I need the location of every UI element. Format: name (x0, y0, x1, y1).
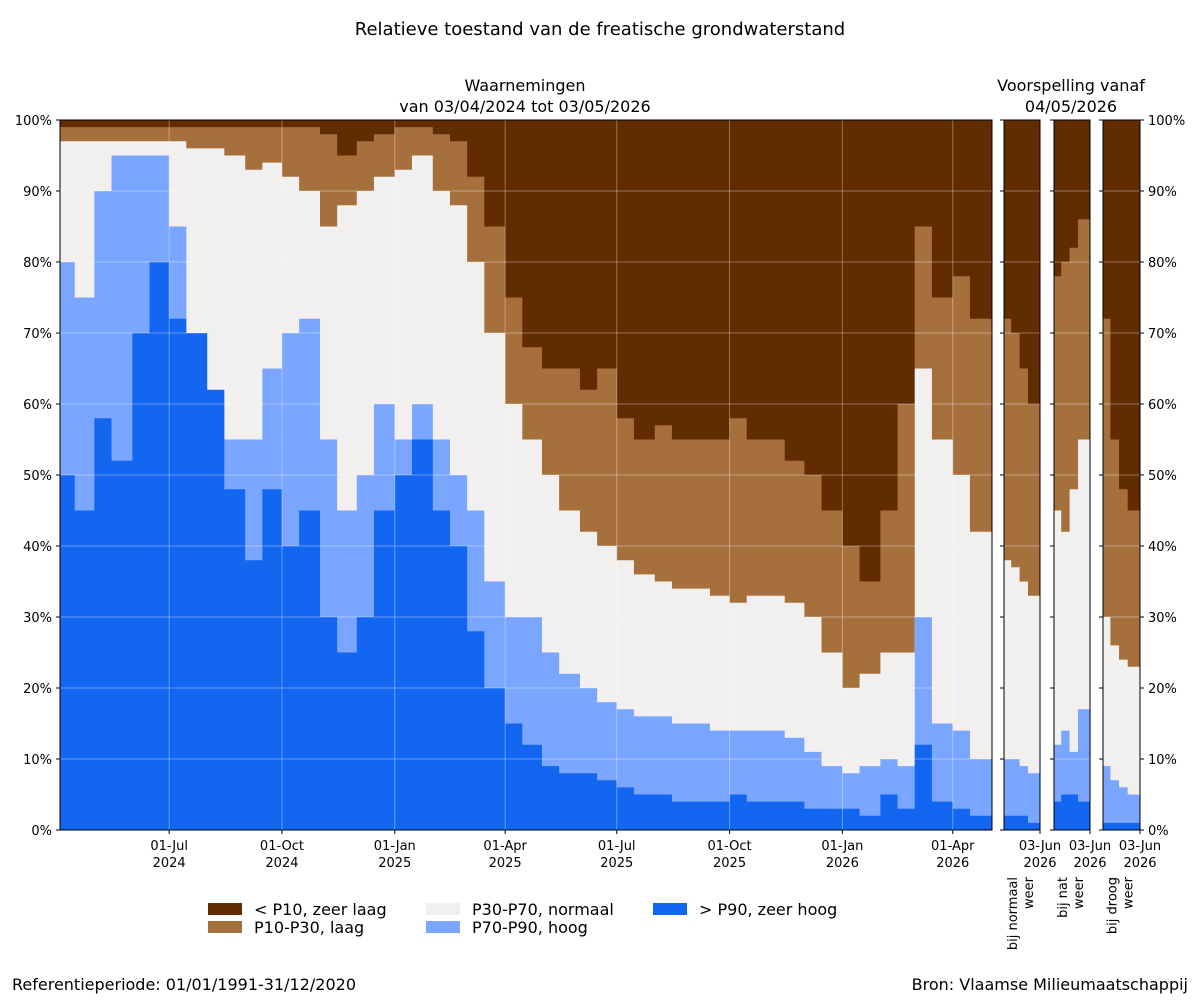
legend-label: < P10, zeer laag (254, 900, 387, 919)
y-tick-label-left: 40% (23, 540, 52, 555)
x-tick-year: 2025 (600, 856, 633, 871)
source-credit: Bron: Vlaamse Milieumaatschappij (912, 975, 1188, 994)
y-tick-label-left: 60% (23, 398, 52, 413)
x-tick-label: 01-Oct (260, 839, 304, 854)
observations-title-line2: van 03/04/2024 tot 03/05/2026 (399, 97, 650, 116)
y-tick-label-left: 90% (23, 185, 52, 200)
legend-label: P70-P90, hoog (472, 918, 588, 937)
legend-swatch (426, 903, 460, 915)
forecast-band-p30_70 (1103, 617, 1140, 830)
y-tick-label-right: 100% (1148, 114, 1185, 129)
forecast-x-tick-label: 03-Jun (1019, 839, 1061, 854)
y-tick-label-right: 0% (1148, 824, 1169, 839)
band--p90-zeer-hoog (60, 262, 992, 830)
forecast-x-tick-label: 03-Jun (1119, 839, 1161, 854)
x-tick-label: 01-Jan (821, 839, 863, 854)
y-tick-label-right: 50% (1148, 469, 1177, 484)
x-tick-label: 01-Apr (931, 839, 975, 854)
y-tick-label-left: 10% (23, 753, 52, 768)
y-tick-label-left: 100% (15, 114, 52, 129)
legend-label: P30-P70, normaal (472, 900, 614, 919)
forecast-title-line1: Voorspelling vanaf (997, 76, 1145, 95)
forecast-band-p90 (1054, 794, 1090, 830)
x-tick-year: 2024 (153, 856, 186, 871)
x-tick-year: 2026 (936, 856, 969, 871)
x-tick-label: 01-Apr (483, 839, 527, 854)
y-tick-label-left: 80% (23, 256, 52, 271)
x-tick-year: 2024 (265, 856, 298, 871)
scenario-label-line2: weer (1072, 876, 1087, 909)
y-tick-label-right: 80% (1148, 256, 1177, 271)
y-tick-label-right: 70% (1148, 327, 1177, 342)
forecast-band-p90 (1004, 815, 1040, 830)
y-axis-left: 0% 10% 20% 30% 40% 50% 60% 70% 80% 90% 100% (15, 114, 60, 839)
forecast-band-p90 (1103, 822, 1140, 830)
legend-swatch (208, 921, 242, 933)
x-tick-year: 2025 (489, 856, 522, 871)
scenario-label-line2: weer (1022, 876, 1037, 909)
x-axis-observations: 01-Jul 2024 01-Oct 2024 01-Jan 2025 01-Apr 2025… (150, 830, 975, 871)
x-tick-year: 2025 (378, 856, 411, 871)
y-tick-label-left: 0% (31, 824, 52, 839)
x-tick-year: 2025 (713, 856, 746, 871)
scenario-label-line1: bij nat (1056, 877, 1071, 918)
forecast-band-p70_90 (1004, 759, 1040, 830)
y-tick-label-right: 10% (1148, 753, 1177, 768)
legend-label: P10-P30, laag (254, 918, 364, 937)
chart-title: Relatieve toestand van de freatische gro… (355, 19, 845, 40)
x-tick-label: 01-Jul (150, 839, 188, 854)
forecast-band-p70_90 (1103, 766, 1140, 830)
legend-label: > P90, zeer hoog (699, 900, 837, 919)
y-tick-label-left: 30% (23, 611, 52, 626)
observations-title-line1: Waarnemingen (465, 76, 586, 95)
x-tick-label: 01-Jul (598, 839, 636, 854)
y-tick-label-left: 20% (23, 682, 52, 697)
x-tick-label: 01-Jan (374, 839, 416, 854)
y-tick-label-right: 40% (1148, 540, 1177, 555)
scenario-label-line1: bij normaal (1006, 877, 1021, 950)
y-tick-label-right: 30% (1148, 611, 1177, 626)
forecast-x-tick-year: 2026 (1073, 856, 1106, 871)
scenario-label-line1: bij droog (1106, 877, 1121, 934)
legend-swatch (208, 903, 242, 915)
legend-swatch (426, 921, 460, 933)
reference-period: Referentieperiode: 01/01/1991-31/12/2020 (12, 975, 356, 994)
forecast-x-tick-year: 2026 (1123, 856, 1156, 871)
y-tick-label-right: 60% (1148, 398, 1177, 413)
forecast-title-line2: 04/05/2026 (1025, 97, 1117, 116)
forecast-x-tick-label: 03-Jun (1069, 839, 1111, 854)
y-tick-label-right: 20% (1148, 682, 1177, 697)
y-axis-right: 0% 10% 20% 30% 40% 50% 60% 70% 80% 90% 100% (1140, 114, 1185, 839)
forecast-x-tick-year: 2026 (1023, 856, 1056, 871)
x-tick-label: 01-Oct (708, 839, 752, 854)
y-tick-label-left: 50% (23, 469, 52, 484)
observations-plot (59, 119, 993, 831)
y-tick-label-left: 70% (23, 327, 52, 342)
legend-swatch (653, 903, 687, 915)
y-tick-label-right: 90% (1148, 185, 1177, 200)
scenario-label-line2: weer (1122, 876, 1137, 909)
x-tick-year: 2026 (826, 856, 859, 871)
